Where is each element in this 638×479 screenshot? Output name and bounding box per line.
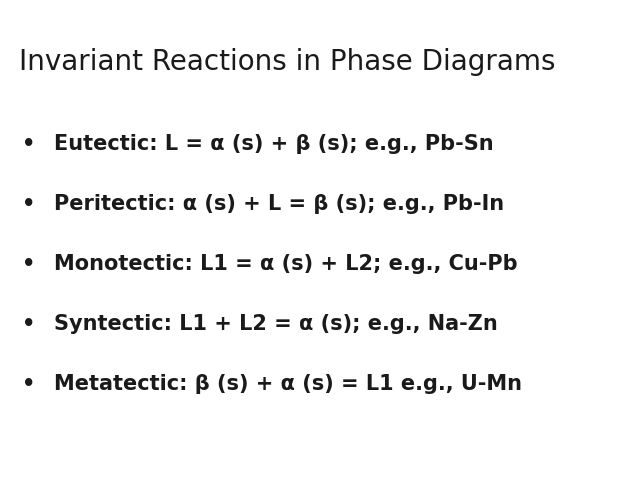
- Text: •: •: [22, 134, 35, 154]
- Text: •: •: [22, 314, 35, 334]
- Text: Peritectic: α (s) + L = β (s); e.g., Pb-In: Peritectic: α (s) + L = β (s); e.g., Pb-…: [54, 194, 505, 214]
- Text: Metatectic: β (s) + α (s) = L1 e.g., U-Mn: Metatectic: β (s) + α (s) = L1 e.g., U-M…: [54, 374, 523, 394]
- Text: Syntectic: L1 + L2 = α (s); e.g., Na-Zn: Syntectic: L1 + L2 = α (s); e.g., Na-Zn: [54, 314, 498, 334]
- Text: Eutectic: L = α (s) + β (s); e.g., Pb-Sn: Eutectic: L = α (s) + β (s); e.g., Pb-Sn: [54, 134, 494, 154]
- Text: •: •: [22, 374, 35, 394]
- Text: •: •: [22, 194, 35, 214]
- Text: Invariant Reactions in Phase Diagrams: Invariant Reactions in Phase Diagrams: [19, 48, 556, 76]
- Text: •: •: [22, 254, 35, 274]
- Text: Monotectic: L1 = α (s) + L2; e.g., Cu-Pb: Monotectic: L1 = α (s) + L2; e.g., Cu-Pb: [54, 254, 518, 274]
